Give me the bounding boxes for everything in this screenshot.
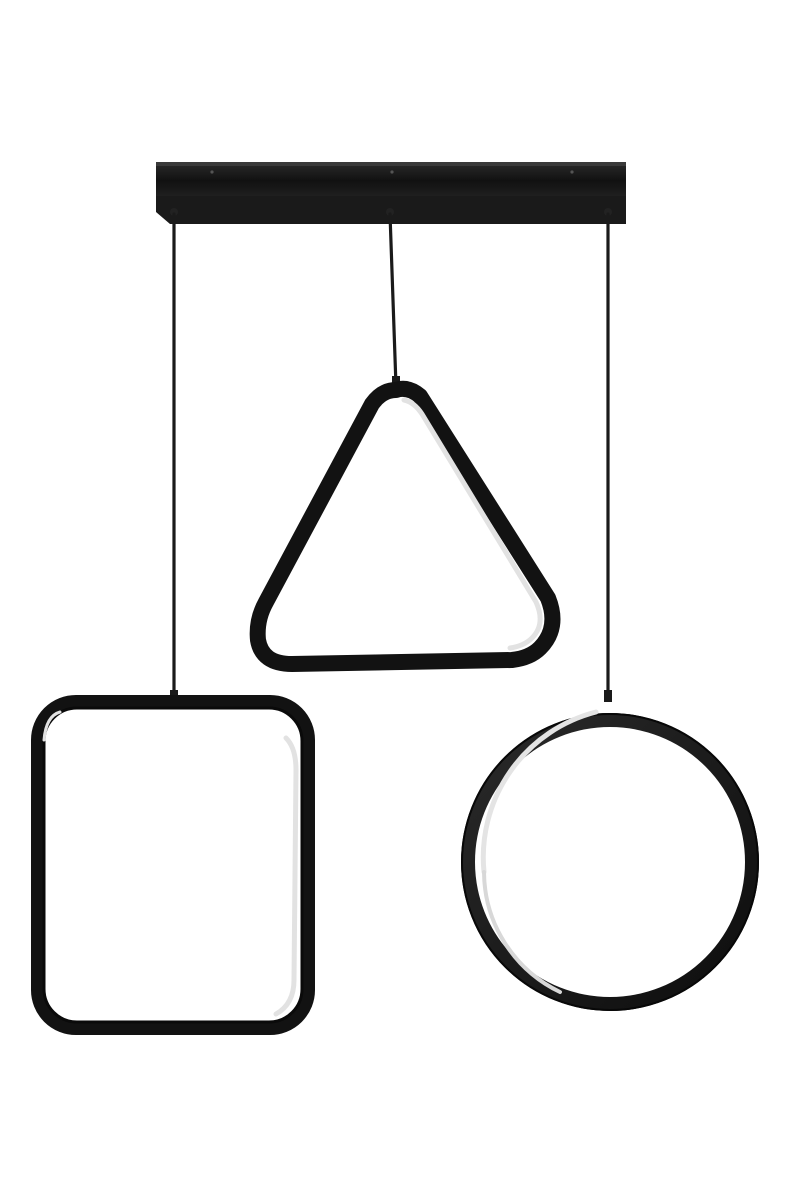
triangle-led-strip — [401, 397, 543, 651]
circle-pendant — [461, 709, 759, 1011]
canopy-screw-left — [210, 170, 214, 174]
canopy-screw-right — [570, 170, 574, 174]
cable-anchor-left — [170, 208, 178, 216]
cable-anchor-center — [386, 208, 394, 216]
square-led-strip — [273, 735, 299, 1017]
cable-anchor-right — [604, 208, 612, 216]
square-pendant — [31, 695, 315, 1035]
triangle-pendant — [249, 380, 561, 672]
canopy-screw-center — [390, 170, 394, 174]
cable-clip-right — [604, 690, 612, 702]
circle-led-strip — [480, 709, 599, 875]
cable-center — [388, 212, 398, 388]
